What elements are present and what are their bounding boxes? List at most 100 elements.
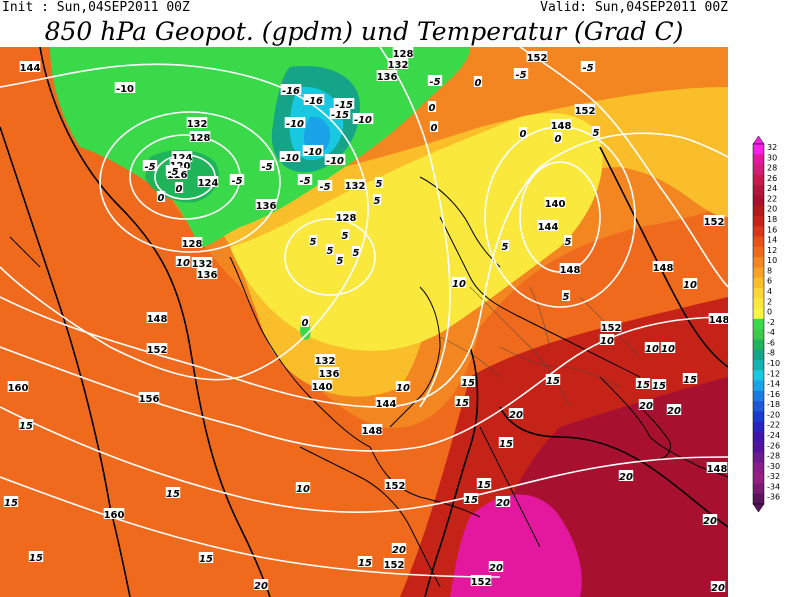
temperature-label-bg (253, 579, 269, 590)
geopotential-label-bg (387, 58, 409, 69)
temperature-label: -5 (167, 167, 178, 178)
temperature-label-bg (325, 244, 335, 255)
temperature-label: -5 (319, 182, 330, 193)
geopotential-label: 160 (104, 510, 125, 521)
temperature-label: 10 (396, 383, 410, 394)
temperature-label-bg (229, 174, 245, 185)
temperature-label-bg (500, 240, 510, 251)
temperature-label-bg (280, 84, 302, 95)
geopotential-label-bg (189, 131, 211, 142)
geopotential-label: -10 (116, 84, 134, 95)
temperature-label: -16 (282, 86, 300, 97)
chart-title: 850 hPa Geopot. (gpdm) und Temperatur (G… (44, 17, 684, 46)
geopotential-label: 152 (471, 577, 492, 588)
temperature-label: 20 (711, 583, 725, 594)
colorbar-bottom-arrow (752, 503, 765, 513)
colorbar-tick-label: 6 (767, 277, 772, 286)
temperature-label: 10 (600, 336, 614, 347)
geopotential-label-bg (103, 508, 125, 519)
temperature-label-bg (476, 478, 492, 489)
geopotential-label: 148 (653, 263, 674, 274)
temperature-label: 20 (496, 498, 510, 509)
temperature-label-bg (142, 160, 158, 171)
temperature-label: 10 (683, 280, 697, 291)
colorbar-segment (753, 185, 764, 196)
colorbar-tick-label: 22 (767, 194, 777, 203)
temperature-label-bg (545, 374, 561, 385)
temperature-label: 5 (337, 256, 344, 267)
valid-time-label: Valid: Sun,04SEP2011 00Z (540, 0, 728, 15)
geopotential-label: 132 (388, 60, 409, 71)
colorbar-tick-label: 12 (767, 246, 777, 255)
temperature-label: 0 (176, 184, 183, 195)
geopotential-label-bg (171, 151, 193, 162)
geopotential-label: 132 (192, 259, 213, 270)
colorbar-tick-label: 30 (767, 153, 777, 162)
temperature-label: 5 (374, 196, 381, 207)
temperature-label-bg (618, 470, 634, 481)
geopotential-label: 128 (393, 49, 414, 60)
temperature-label-bg (351, 246, 361, 257)
colorbar-segment (753, 432, 764, 443)
geopotential-label-bg (574, 104, 596, 115)
temperature-label: 5 (342, 231, 349, 242)
temperature-label-bg (638, 399, 654, 410)
temperature-label: -15 (335, 100, 353, 111)
geopotential-label-bg (138, 392, 160, 403)
geopotential-label: 152 (147, 345, 168, 356)
colorbar-segment (753, 411, 764, 423)
colorbar-segment (753, 257, 764, 268)
temperature-label-bg (279, 151, 301, 162)
colorbar-tick-label: -10 (767, 359, 780, 368)
temperature-label-bg (165, 165, 181, 176)
temperature-label: 15 (636, 380, 650, 391)
geopotential-label: 140 (312, 382, 333, 393)
geopotential-label: 152 (575, 106, 596, 117)
colorbar-tick-label: -6 (767, 338, 775, 347)
colorbar-segment (753, 216, 764, 227)
temperature-label-bg (156, 191, 166, 202)
weather-map: 144-101321281241201161241361281321361321… (0, 47, 728, 597)
geopotential-label-bg (314, 354, 336, 365)
geopotential-label-bg (191, 257, 213, 268)
temperature-label: 10 (661, 344, 675, 355)
temperature-label: 20 (619, 472, 633, 483)
temperature-label: 15 (461, 378, 475, 389)
geopotential-label: 136 (377, 72, 398, 83)
colorbar-segment (753, 483, 764, 495)
temperature-label: -5 (515, 70, 526, 81)
geopotential-label: 124 (198, 178, 219, 189)
colorbar-segment (753, 349, 764, 361)
temperature-label-bg (395, 381, 411, 392)
colorbar-top-arrow (752, 136, 765, 145)
colorbar-tick-label: -26 (767, 441, 780, 450)
colorbar-segment (753, 298, 764, 310)
temperature-label-bg (460, 376, 476, 387)
temperature-label-bg (317, 180, 333, 191)
geopotential-labels: 144-101321281241201161241361281321361321… (8, 47, 728, 588)
geopotential-label-bg (7, 381, 29, 392)
temperature-label-bg (300, 316, 310, 327)
colorbar-segment (753, 144, 764, 155)
temperature-label-bg (308, 235, 318, 246)
colorbar-segment (753, 390, 764, 402)
geopotential-label: 128 (190, 133, 211, 144)
colorbar-tick-label: -30 (767, 462, 780, 471)
colorbar-tick-label: 18 (767, 215, 777, 224)
temperature-label: 5 (563, 292, 570, 303)
temperature-label: -5 (144, 162, 155, 173)
geopotential-label: 148 (560, 265, 581, 276)
temperature-label-bg (682, 278, 698, 289)
temperature-label: 5 (310, 237, 317, 248)
temperature-label: 15 (546, 376, 560, 387)
colorbar-tick-label: -16 (767, 390, 780, 399)
geopotential-label: 152 (527, 53, 548, 64)
temperature-label: -5 (582, 63, 593, 74)
geopotential-label-bg (146, 343, 168, 354)
temperature-label-bg (561, 290, 571, 301)
colorbar-segment (753, 380, 764, 392)
temperature-label: 20 (392, 545, 406, 556)
temperature-label-bg (666, 404, 682, 415)
colorbar-segment (753, 421, 764, 433)
temperature-label: 5 (502, 242, 509, 253)
